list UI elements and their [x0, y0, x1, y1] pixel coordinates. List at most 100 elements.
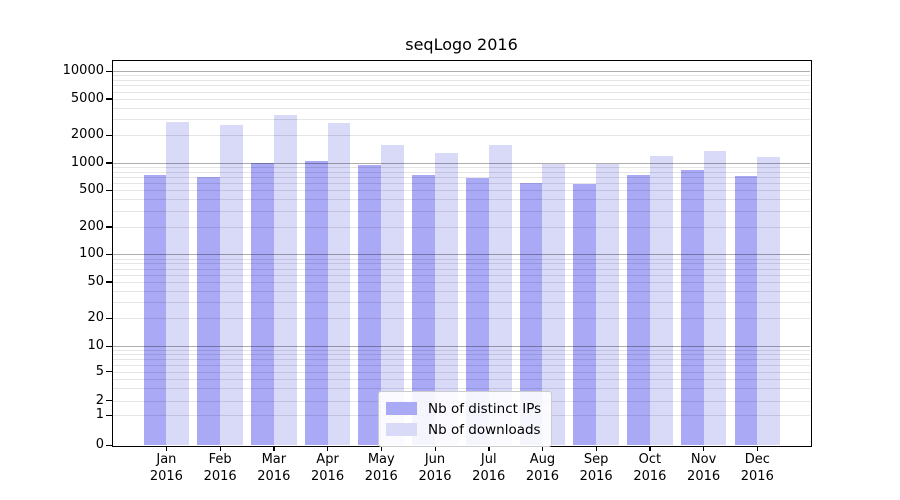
bar-downloads — [327, 122, 351, 445]
gridline-minor — [113, 378, 810, 380]
month-label: Jul — [480, 452, 497, 467]
year-label: 2016 — [149, 469, 183, 484]
month-label: Nov — [690, 452, 717, 467]
y-axis-tick-label: 50 — [87, 273, 104, 289]
y-axis-tick-label: 20 — [87, 310, 104, 326]
x-tick-mark — [541, 446, 544, 451]
bar-distinct-ips — [197, 176, 221, 445]
y-tick-mark — [106, 70, 112, 73]
gridline-minor — [113, 387, 810, 389]
legend-swatch-distinct-ips-icon — [386, 402, 417, 415]
y-axis-tick-label: 1000 — [70, 154, 104, 170]
month-label: Jun — [424, 452, 446, 467]
gridline-minor — [113, 85, 810, 87]
x-tick-mark — [434, 446, 436, 451]
x-tick-mark — [649, 446, 651, 451]
y-tick-mark — [106, 400, 112, 402]
chart-title: seqLogo 2016 — [405, 35, 518, 54]
bar-distinct-ips — [143, 175, 167, 445]
gridline-minor — [113, 183, 810, 185]
gridline-major — [113, 71, 810, 73]
y-axis-tick-label: 5000 — [70, 90, 104, 106]
y-axis-tick-label: 10 — [87, 338, 104, 353]
bar-downloads — [542, 164, 566, 445]
gridline-minor — [113, 135, 810, 137]
month-label: Sep — [583, 452, 609, 467]
year-label: 2016 — [525, 469, 559, 484]
x-tick-mark — [165, 446, 168, 451]
legend-item: Nb of distinct IPs — [386, 398, 541, 419]
x-tick-mark — [595, 446, 598, 451]
year-label: 2016 — [579, 469, 613, 484]
bar-downloads — [435, 152, 458, 445]
y-tick-mark — [106, 371, 112, 373]
bar-distinct-ips — [627, 174, 650, 445]
gridline-minor — [113, 302, 810, 304]
x-axis-tick-label: Jul 2016 — [454, 451, 524, 485]
x-axis-tick-label: Jun 2016 — [400, 451, 470, 485]
y-tick-mark — [106, 414, 112, 416]
y-tick-mark — [106, 345, 112, 347]
bar-downloads — [488, 145, 512, 445]
bar-distinct-ips — [412, 175, 435, 445]
y-tick-mark — [106, 444, 112, 446]
y-axis-tick-label: 200 — [79, 218, 104, 234]
y-tick-mark — [106, 98, 112, 100]
legend: Nb of distinct IPs Nb of downloads — [378, 391, 553, 447]
gridline-minor — [113, 176, 810, 178]
bar-distinct-ips — [573, 184, 597, 445]
month-label: May — [367, 452, 395, 467]
year-label: 2016 — [311, 469, 345, 484]
gridline-minor — [113, 199, 810, 201]
bar-downloads — [381, 144, 405, 445]
gridline-minor — [113, 75, 810, 77]
bar-downloads — [166, 121, 190, 445]
bar-distinct-ips — [304, 160, 328, 445]
x-axis-tick-label: Apr 2016 — [293, 451, 363, 485]
y-axis-tick-label: 100 — [79, 246, 104, 262]
gridline-minor — [113, 354, 810, 356]
legend-label: Nb of downloads — [428, 421, 541, 438]
x-axis-tick-label: Dec 2016 — [722, 451, 792, 485]
bar-downloads — [757, 156, 781, 445]
bar-downloads — [649, 155, 673, 445]
x-axis-tick-label: Sep 2016 — [561, 451, 631, 485]
bar-distinct-ips — [734, 176, 758, 445]
gridline-major — [113, 254, 810, 256]
gridline-minor — [113, 119, 810, 121]
year-label: 2016 — [203, 469, 237, 484]
plot-area — [113, 61, 810, 445]
month-label: Oct — [638, 452, 662, 467]
x-axis-tick-label: Aug 2016 — [507, 451, 577, 485]
y-tick-mark — [106, 162, 112, 164]
gridline-minor — [113, 98, 810, 100]
x-tick-mark — [380, 446, 383, 451]
month-label: Dec — [744, 452, 770, 467]
year-label: 2016 — [257, 469, 291, 484]
x-axis-tick-label: Nov 2016 — [669, 451, 739, 485]
y-axis-tick-label: 1 — [95, 407, 104, 422]
year-label: 2016 — [740, 469, 774, 484]
year-label: 2016 — [687, 469, 721, 484]
x-axis-tick-label: Mar 2016 — [239, 451, 309, 485]
x-axis-tick-label: Jan 2016 — [131, 451, 201, 485]
gridline-minor — [113, 91, 810, 93]
x-tick-mark — [703, 446, 705, 451]
bar-downloads — [220, 124, 243, 445]
gridline-minor — [113, 263, 810, 265]
x-tick-mark — [273, 446, 275, 451]
gridline-minor — [113, 274, 810, 276]
year-label: 2016 — [418, 469, 452, 484]
legend-swatch-downloads-icon — [386, 423, 417, 436]
y-axis-tick-label: 500 — [79, 182, 104, 198]
y-tick-mark — [106, 226, 112, 228]
gridline-minor — [113, 268, 810, 270]
gridline-minor — [113, 210, 810, 212]
y-axis-tick-label: 10000 — [62, 63, 104, 79]
month-label: Aug — [529, 452, 556, 467]
gridline-minor — [113, 290, 810, 292]
gridline-minor — [113, 226, 810, 228]
year-label: 2016 — [364, 469, 398, 484]
x-tick-mark — [219, 446, 221, 451]
